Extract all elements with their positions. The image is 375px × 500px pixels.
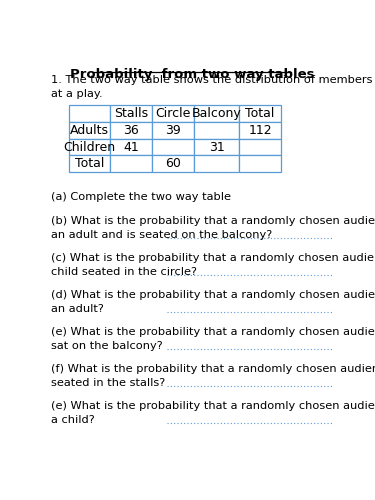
Text: Total: Total bbox=[245, 106, 274, 120]
Bar bbox=[110, 138, 152, 156]
Bar bbox=[69, 104, 110, 122]
Text: Children: Children bbox=[63, 140, 116, 153]
Bar bbox=[152, 138, 194, 156]
Text: (e) What is the probability that a randomly chosen audience member is
sat on the: (e) What is the probability that a rando… bbox=[51, 327, 375, 351]
Bar bbox=[69, 122, 110, 138]
Bar bbox=[194, 138, 239, 156]
Bar bbox=[194, 156, 239, 172]
Text: 1. The two way table shows the distribution of members of the audience
at a play: 1. The two way table shows the distribut… bbox=[51, 76, 375, 100]
Bar bbox=[239, 156, 281, 172]
Text: (f) What is the probability that a randomly chosen audience member is
seated in : (f) What is the probability that a rando… bbox=[51, 364, 375, 388]
Text: 60: 60 bbox=[165, 158, 181, 170]
Bar bbox=[152, 122, 194, 138]
Text: Balcony: Balcony bbox=[192, 106, 242, 120]
Text: Adults: Adults bbox=[70, 124, 109, 136]
Text: Circle: Circle bbox=[156, 106, 191, 120]
Text: 41: 41 bbox=[123, 140, 139, 153]
Text: (e) What is the probability that a randomly chosen audience member is
a child?: (e) What is the probability that a rando… bbox=[51, 401, 375, 425]
Text: 31: 31 bbox=[209, 140, 225, 153]
Bar bbox=[110, 122, 152, 138]
Text: Probability  from two way tables: Probability from two way tables bbox=[69, 68, 314, 82]
Bar bbox=[69, 138, 110, 156]
Bar bbox=[152, 156, 194, 172]
Bar bbox=[110, 104, 152, 122]
Bar bbox=[194, 122, 239, 138]
Bar bbox=[239, 138, 281, 156]
Text: Stalls: Stalls bbox=[114, 106, 148, 120]
Bar bbox=[194, 104, 239, 122]
Bar bbox=[239, 122, 281, 138]
Bar bbox=[110, 156, 152, 172]
Text: (c) What is the probability that a randomly chosen audience member is a
child se: (c) What is the probability that a rando… bbox=[51, 254, 375, 278]
Text: 39: 39 bbox=[165, 124, 181, 136]
Text: Total: Total bbox=[75, 158, 104, 170]
Bar bbox=[69, 156, 110, 172]
Bar bbox=[239, 104, 281, 122]
Text: 112: 112 bbox=[248, 124, 272, 136]
Bar bbox=[152, 104, 194, 122]
Text: (a) Complete the two way table: (a) Complete the two way table bbox=[51, 192, 231, 202]
Text: (b) What is the probability that a randomly chosen audience member is
an adult a: (b) What is the probability that a rando… bbox=[51, 216, 375, 240]
Text: 36: 36 bbox=[123, 124, 139, 136]
Text: (d) What is the probability that a randomly chosen audience member is
an adult?: (d) What is the probability that a rando… bbox=[51, 290, 375, 314]
